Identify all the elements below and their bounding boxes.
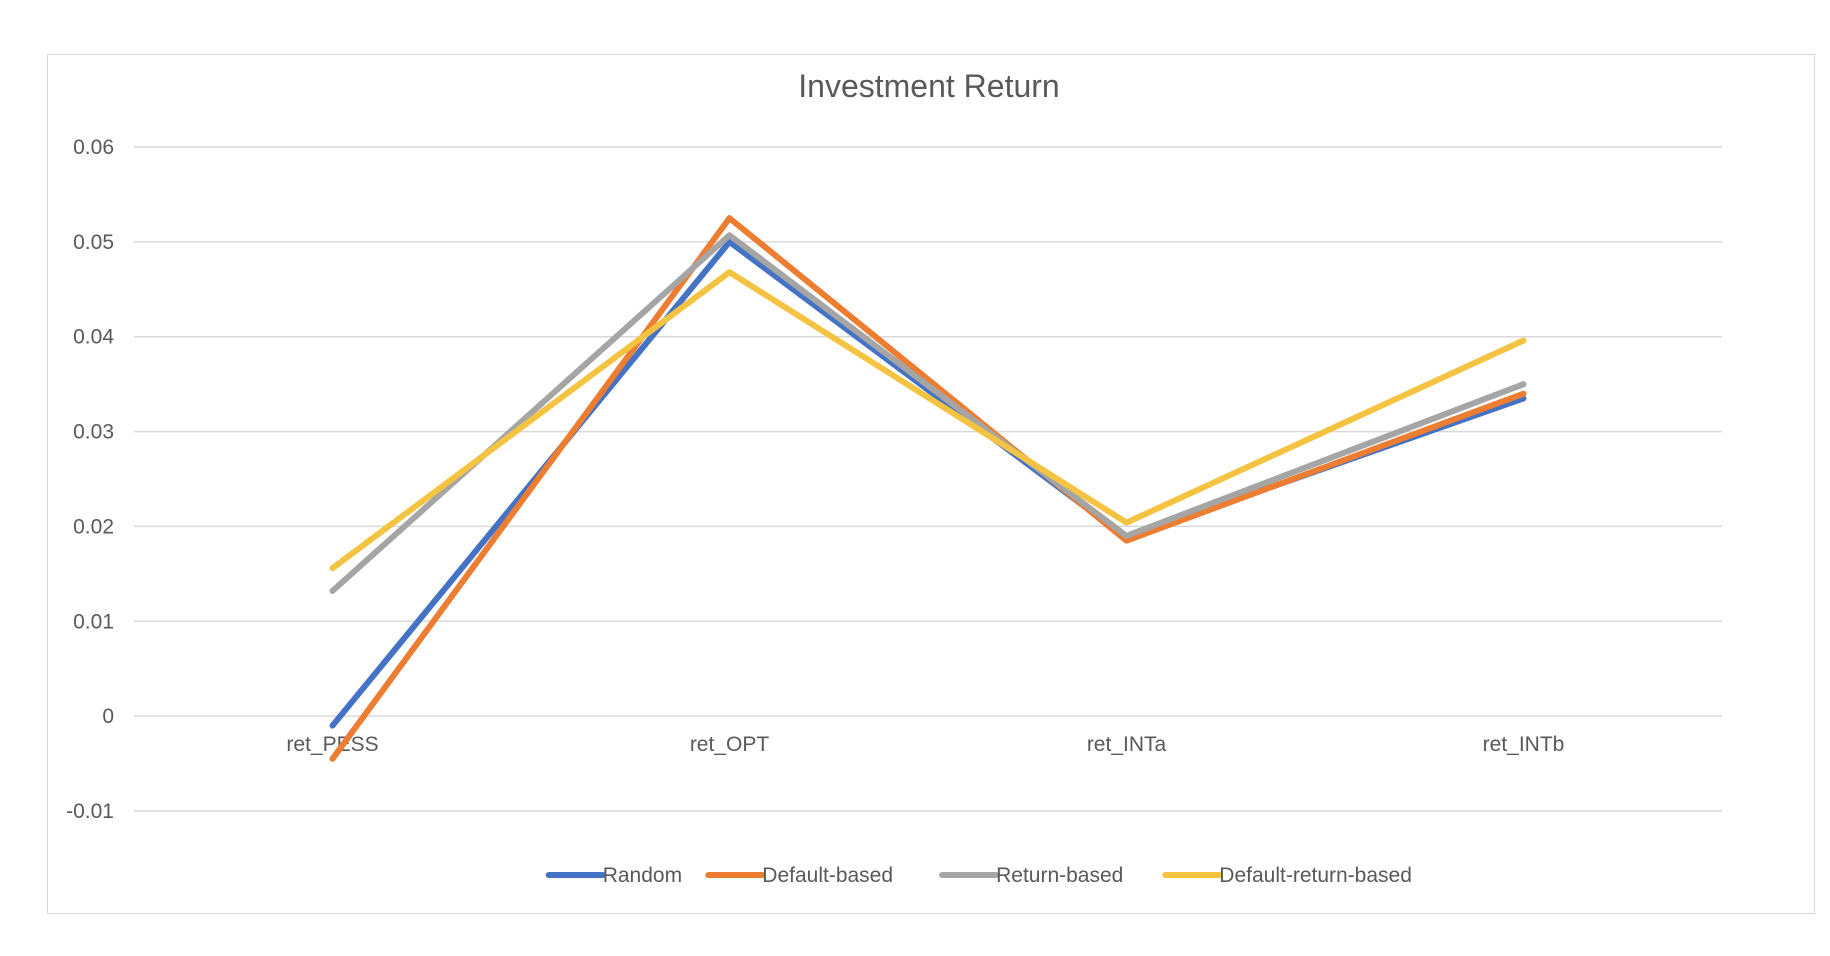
y-tick-label: 0.03 [73, 421, 114, 444]
legend-item-return-based: Return-based [939, 864, 1123, 887]
chart-frame: Investment Return -0.01 0 0.01 0.02 0.03 0.04… [47, 54, 1815, 914]
series-lines [329, 215, 1527, 762]
gridlines [134, 146, 1722, 812]
y-tick-label: 0.02 [73, 515, 114, 538]
series-line-random [329, 238, 1527, 729]
y-tick-label: 0.01 [73, 610, 114, 633]
y-tick-label: 0.06 [73, 136, 114, 159]
y-tick-label: -0.01 [66, 800, 114, 823]
series-line-return-based [329, 232, 1527, 594]
legend-label: Default-based [762, 864, 893, 887]
series-line-default-return-based [329, 269, 1527, 572]
line-chart: Investment Return -0.01 0 0.01 0.02 0.03 0.04… [66, 68, 1722, 887]
y-axis-tick-labels: -0.01 0 0.01 0.02 0.03 0.04 0.05 0.06 [66, 136, 114, 823]
chart-title: Investment Return [798, 68, 1059, 104]
x-tick-label: ret_INTb [1483, 733, 1565, 756]
legend: Random Default-based Return-based Default-r… [545, 864, 1412, 887]
legend-item-default-return-based: Default-return-based [1162, 864, 1412, 887]
x-tick-label: ret_PESS [286, 733, 378, 756]
legend-label: Return-based [996, 864, 1123, 887]
x-axis-tick-labels: ret_PESS ret_OPT ret_INTa ret_INTb [286, 733, 1564, 756]
y-tick-label: 0 [102, 705, 114, 728]
legend-item-random: Random [545, 864, 682, 887]
series-line-default-based [329, 215, 1527, 762]
legend-label: Random [603, 864, 682, 887]
legend-item-default-based: Default-based [705, 864, 893, 887]
x-tick-label: ret_INTa [1087, 733, 1167, 756]
x-tick-label: ret_OPT [690, 733, 770, 756]
y-tick-label: 0.05 [73, 231, 114, 254]
y-tick-label: 0.04 [73, 326, 114, 349]
legend-label: Default-return-based [1219, 864, 1412, 887]
